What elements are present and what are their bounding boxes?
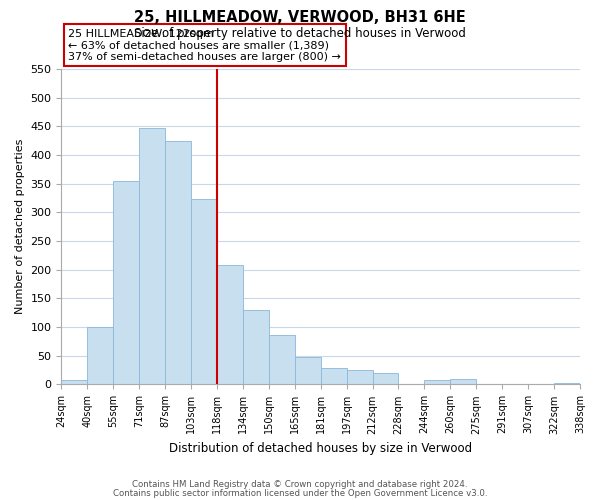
Bar bbox=[61, 380, 88, 384]
Text: 25 HILLMEADOW: 122sqm
← 63% of detached houses are smaller (1,389)
37% of semi-d: 25 HILLMEADOW: 122sqm ← 63% of detached … bbox=[68, 29, 341, 62]
Text: 25, HILLMEADOW, VERWOOD, BH31 6HE: 25, HILLMEADOW, VERWOOD, BH31 6HE bbox=[134, 10, 466, 25]
Text: Contains HM Land Registry data © Crown copyright and database right 2024.: Contains HM Land Registry data © Crown c… bbox=[132, 480, 468, 489]
Bar bbox=[217, 264, 243, 384]
Bar bbox=[269, 335, 295, 384]
Y-axis label: Number of detached properties: Number of detached properties bbox=[15, 139, 25, 314]
Bar bbox=[347, 370, 373, 384]
Bar bbox=[88, 326, 113, 384]
Bar bbox=[321, 368, 347, 384]
Bar bbox=[424, 380, 451, 384]
Bar bbox=[165, 142, 191, 384]
Text: Contains public sector information licensed under the Open Government Licence v3: Contains public sector information licen… bbox=[113, 488, 487, 498]
Text: Size of property relative to detached houses in Verwood: Size of property relative to detached ho… bbox=[134, 28, 466, 40]
Bar bbox=[373, 373, 398, 384]
Bar bbox=[139, 128, 165, 384]
X-axis label: Distribution of detached houses by size in Verwood: Distribution of detached houses by size … bbox=[169, 442, 472, 455]
Bar bbox=[243, 310, 269, 384]
Bar bbox=[191, 199, 217, 384]
Bar bbox=[451, 378, 476, 384]
Bar bbox=[295, 357, 321, 384]
Bar bbox=[113, 182, 139, 384]
